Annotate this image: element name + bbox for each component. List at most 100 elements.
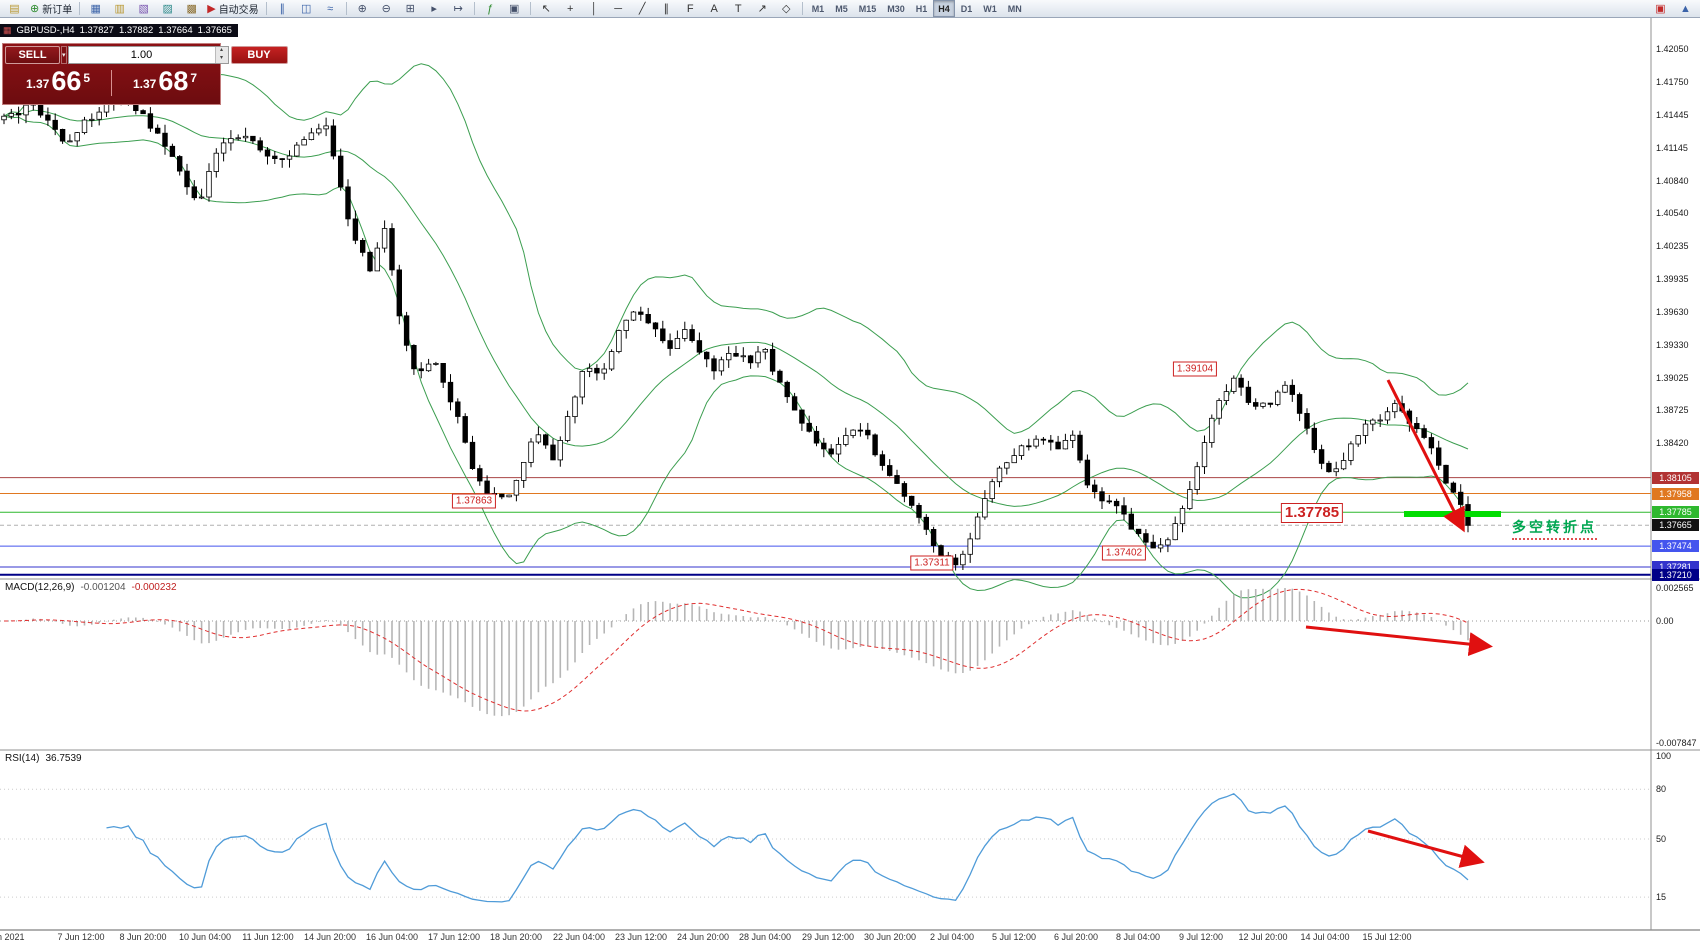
price-label[interactable]: 1.37863: [451, 493, 497, 509]
indicators-button[interactable]: ƒ: [479, 0, 502, 18]
rsi-axis-label: 15: [1656, 892, 1667, 903]
new-order-button[interactable]: ⊕ 新订单: [27, 0, 75, 18]
bar-chart-mode-button[interactable]: ∥: [271, 0, 294, 18]
line-chart-mode-button[interactable]: ≈: [319, 0, 342, 18]
vertical-line-button[interactable]: │: [583, 0, 606, 18]
rsi-axis-label: 50: [1656, 834, 1667, 844]
zoom-out-button[interactable]: ⊖: [375, 0, 398, 18]
timeframe-m5-button[interactable]: M5: [835, 3, 848, 14]
auto-scroll-button[interactable]: ▸: [423, 0, 446, 18]
macd-value: -0.001204: [80, 582, 126, 593]
tile-windows-button[interactable]: ⊞: [399, 0, 422, 18]
macd-axis-label: -0.007847: [1656, 738, 1697, 748]
one-click-price-row: 1.37 66 5 1.37 68 7: [5, 64, 218, 102]
time-axis-label: 9 Jul 12:00: [1178, 932, 1224, 942]
rsi-name: RSI(14): [5, 753, 40, 764]
templates-button[interactable]: ▣: [503, 0, 526, 18]
data-window-button[interactable]: ▥: [108, 0, 131, 18]
new-order-label: 新订单: [42, 5, 73, 16]
trendline-icon: ╱: [638, 2, 646, 15]
volume-field: ▴ ▾: [67, 46, 229, 64]
annotation-text[interactable]: 多空转折点: [1512, 517, 1597, 540]
one-click-order-row: SELL ▾ ▴ ▾ BUY: [5, 46, 288, 64]
text-button[interactable]: A: [703, 0, 726, 18]
price-label[interactable]: 1.37785: [1280, 503, 1344, 523]
auto-trading-icon: ▶: [207, 2, 216, 15]
chart-icon: ▦: [3, 25, 12, 35]
text-icon: A: [710, 2, 718, 15]
horizontal-line-button[interactable]: ─: [607, 0, 630, 18]
strategy-tester-button[interactable]: ▩: [180, 0, 203, 18]
rsi-axis-label: 100: [1656, 751, 1672, 761]
toolbar-separator: [473, 2, 475, 15]
quote-open: 1.37827: [79, 25, 114, 36]
timeframe-m1-button[interactable]: M1: [811, 3, 825, 14]
scroll-up-icon[interactable]: ▲: [1680, 2, 1691, 15]
price-axis-tick: 1.42050: [1656, 44, 1689, 55]
bar-chart-mode-icon: ∥: [279, 2, 285, 15]
arrows-icon: ↗: [757, 2, 767, 15]
price-axis-badge: 1.37210: [1652, 568, 1699, 581]
buy-button[interactable]: BUY: [230, 46, 288, 64]
trendline-button[interactable]: ╱: [631, 0, 654, 18]
time-axis-label: 2 Jul 04:00: [929, 932, 975, 942]
auto-trading-button[interactable]: ▶ 自动交易: [204, 0, 261, 18]
time-axis-label: 12 Jul 20:00: [1238, 932, 1288, 942]
auto-scroll-icon: ▸: [431, 2, 437, 15]
volume-stepper: ▴ ▾: [214, 47, 228, 63]
timeframe-m30-button[interactable]: M30: [887, 3, 905, 14]
price-axis-tick: 1.39935: [1656, 273, 1689, 284]
equidistant-channel-icon: ∥: [663, 2, 669, 15]
timeframe-m15-button[interactable]: M15: [858, 3, 877, 14]
crosshair-icon: +: [566, 2, 574, 15]
navigator-button[interactable]: ▧: [132, 0, 155, 18]
auto-trading-label: 自动交易: [218, 5, 259, 16]
volume-decrease-button[interactable]: ▾: [215, 55, 228, 63]
price-label[interactable]: 1.39104: [1172, 361, 1218, 377]
shapes-button[interactable]: ◇: [775, 0, 798, 18]
zoom-in-button[interactable]: ⊕: [351, 0, 374, 18]
crosshair-button[interactable]: +: [559, 0, 582, 18]
chart-shift-icon: ↦: [453, 2, 463, 15]
new-chart-button[interactable]: ▤: [3, 0, 26, 18]
timeframe-w1-button[interactable]: W1: [983, 3, 997, 14]
price-axis-tick: 1.41445: [1656, 109, 1689, 120]
candlestick-mode-button[interactable]: ◫: [295, 0, 318, 18]
toolbar-right-icons: ▣ ▲: [1649, 0, 1697, 18]
chart-profile-icon[interactable]: ▣: [1655, 3, 1666, 15]
chart-shift-button[interactable]: ↦: [447, 0, 470, 18]
sell-options-chevron-icon[interactable]: ▾: [61, 46, 67, 64]
price-label[interactable]: 1.37311: [910, 555, 954, 571]
time-axis-label: 15 Jul 12:00: [1362, 932, 1412, 942]
price-axis-tick: 1.39330: [1656, 339, 1689, 350]
timeframe-h4-button[interactable]: H4: [933, 0, 955, 17]
terminal-button[interactable]: ▨: [156, 0, 179, 18]
volume-input[interactable]: [68, 47, 215, 63]
market-watch-button[interactable]: ▦: [84, 0, 107, 18]
time-axis-label: 29 Jun 12:00: [801, 932, 855, 942]
horizontal-line-icon: ─: [614, 2, 623, 15]
volume-increase-button[interactable]: ▴: [215, 47, 228, 55]
time-axis-label: 23 Jun 12:00: [614, 932, 668, 942]
toolbar-separator: [345, 2, 347, 15]
price-label[interactable]: 1.37402: [1101, 545, 1147, 561]
time-axis-label: 18 Jun 20:00: [489, 932, 543, 942]
timeframe-mn-button[interactable]: MN: [1007, 3, 1022, 14]
sell-price[interactable]: 1.37 66 5: [5, 68, 111, 98]
toolbar-separator: [529, 2, 531, 15]
sell-button[interactable]: SELL: [5, 46, 60, 64]
timeframe-h1-button[interactable]: H1: [915, 3, 928, 14]
price-axis-tick: 1.40235: [1656, 241, 1689, 252]
arrows-button[interactable]: ↗: [751, 0, 774, 18]
price-axis-tick: 1.41750: [1656, 76, 1689, 87]
buy-price[interactable]: 1.37 68 7: [112, 68, 218, 98]
cursor-button[interactable]: ↖: [535, 0, 558, 18]
equidistant-channel-button[interactable]: ∥: [655, 0, 678, 18]
time-axis-label: 7 Jun 12:00: [57, 932, 105, 942]
timeframe-d1-button[interactable]: D1: [960, 3, 973, 14]
macd-axis-label: 0.00: [1656, 616, 1674, 626]
fibonacci-button[interactable]: F: [679, 0, 702, 18]
text-label-button[interactable]: T: [727, 0, 750, 18]
